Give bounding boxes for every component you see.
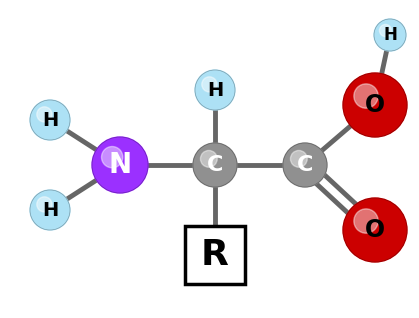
Text: H: H xyxy=(383,26,397,44)
Text: H: H xyxy=(42,201,58,219)
Text: O: O xyxy=(365,218,385,242)
Circle shape xyxy=(37,107,52,122)
Circle shape xyxy=(343,73,407,137)
Text: N: N xyxy=(109,151,132,179)
Circle shape xyxy=(283,143,327,187)
Text: C: C xyxy=(297,155,313,175)
Bar xyxy=(185,226,245,284)
Text: O: O xyxy=(365,93,385,117)
Circle shape xyxy=(195,70,235,110)
Circle shape xyxy=(202,77,217,92)
Circle shape xyxy=(30,190,70,230)
Circle shape xyxy=(290,150,307,167)
Circle shape xyxy=(354,84,378,108)
Circle shape xyxy=(37,197,52,212)
Circle shape xyxy=(380,24,392,37)
Text: R: R xyxy=(201,238,229,272)
Text: H: H xyxy=(207,80,223,100)
Circle shape xyxy=(354,209,378,233)
Circle shape xyxy=(193,143,237,187)
Circle shape xyxy=(92,137,148,193)
Circle shape xyxy=(343,198,407,262)
Text: H: H xyxy=(42,110,58,129)
Circle shape xyxy=(374,19,406,51)
Circle shape xyxy=(30,100,70,140)
Circle shape xyxy=(101,147,123,168)
Text: C: C xyxy=(207,155,223,175)
Circle shape xyxy=(200,150,217,167)
